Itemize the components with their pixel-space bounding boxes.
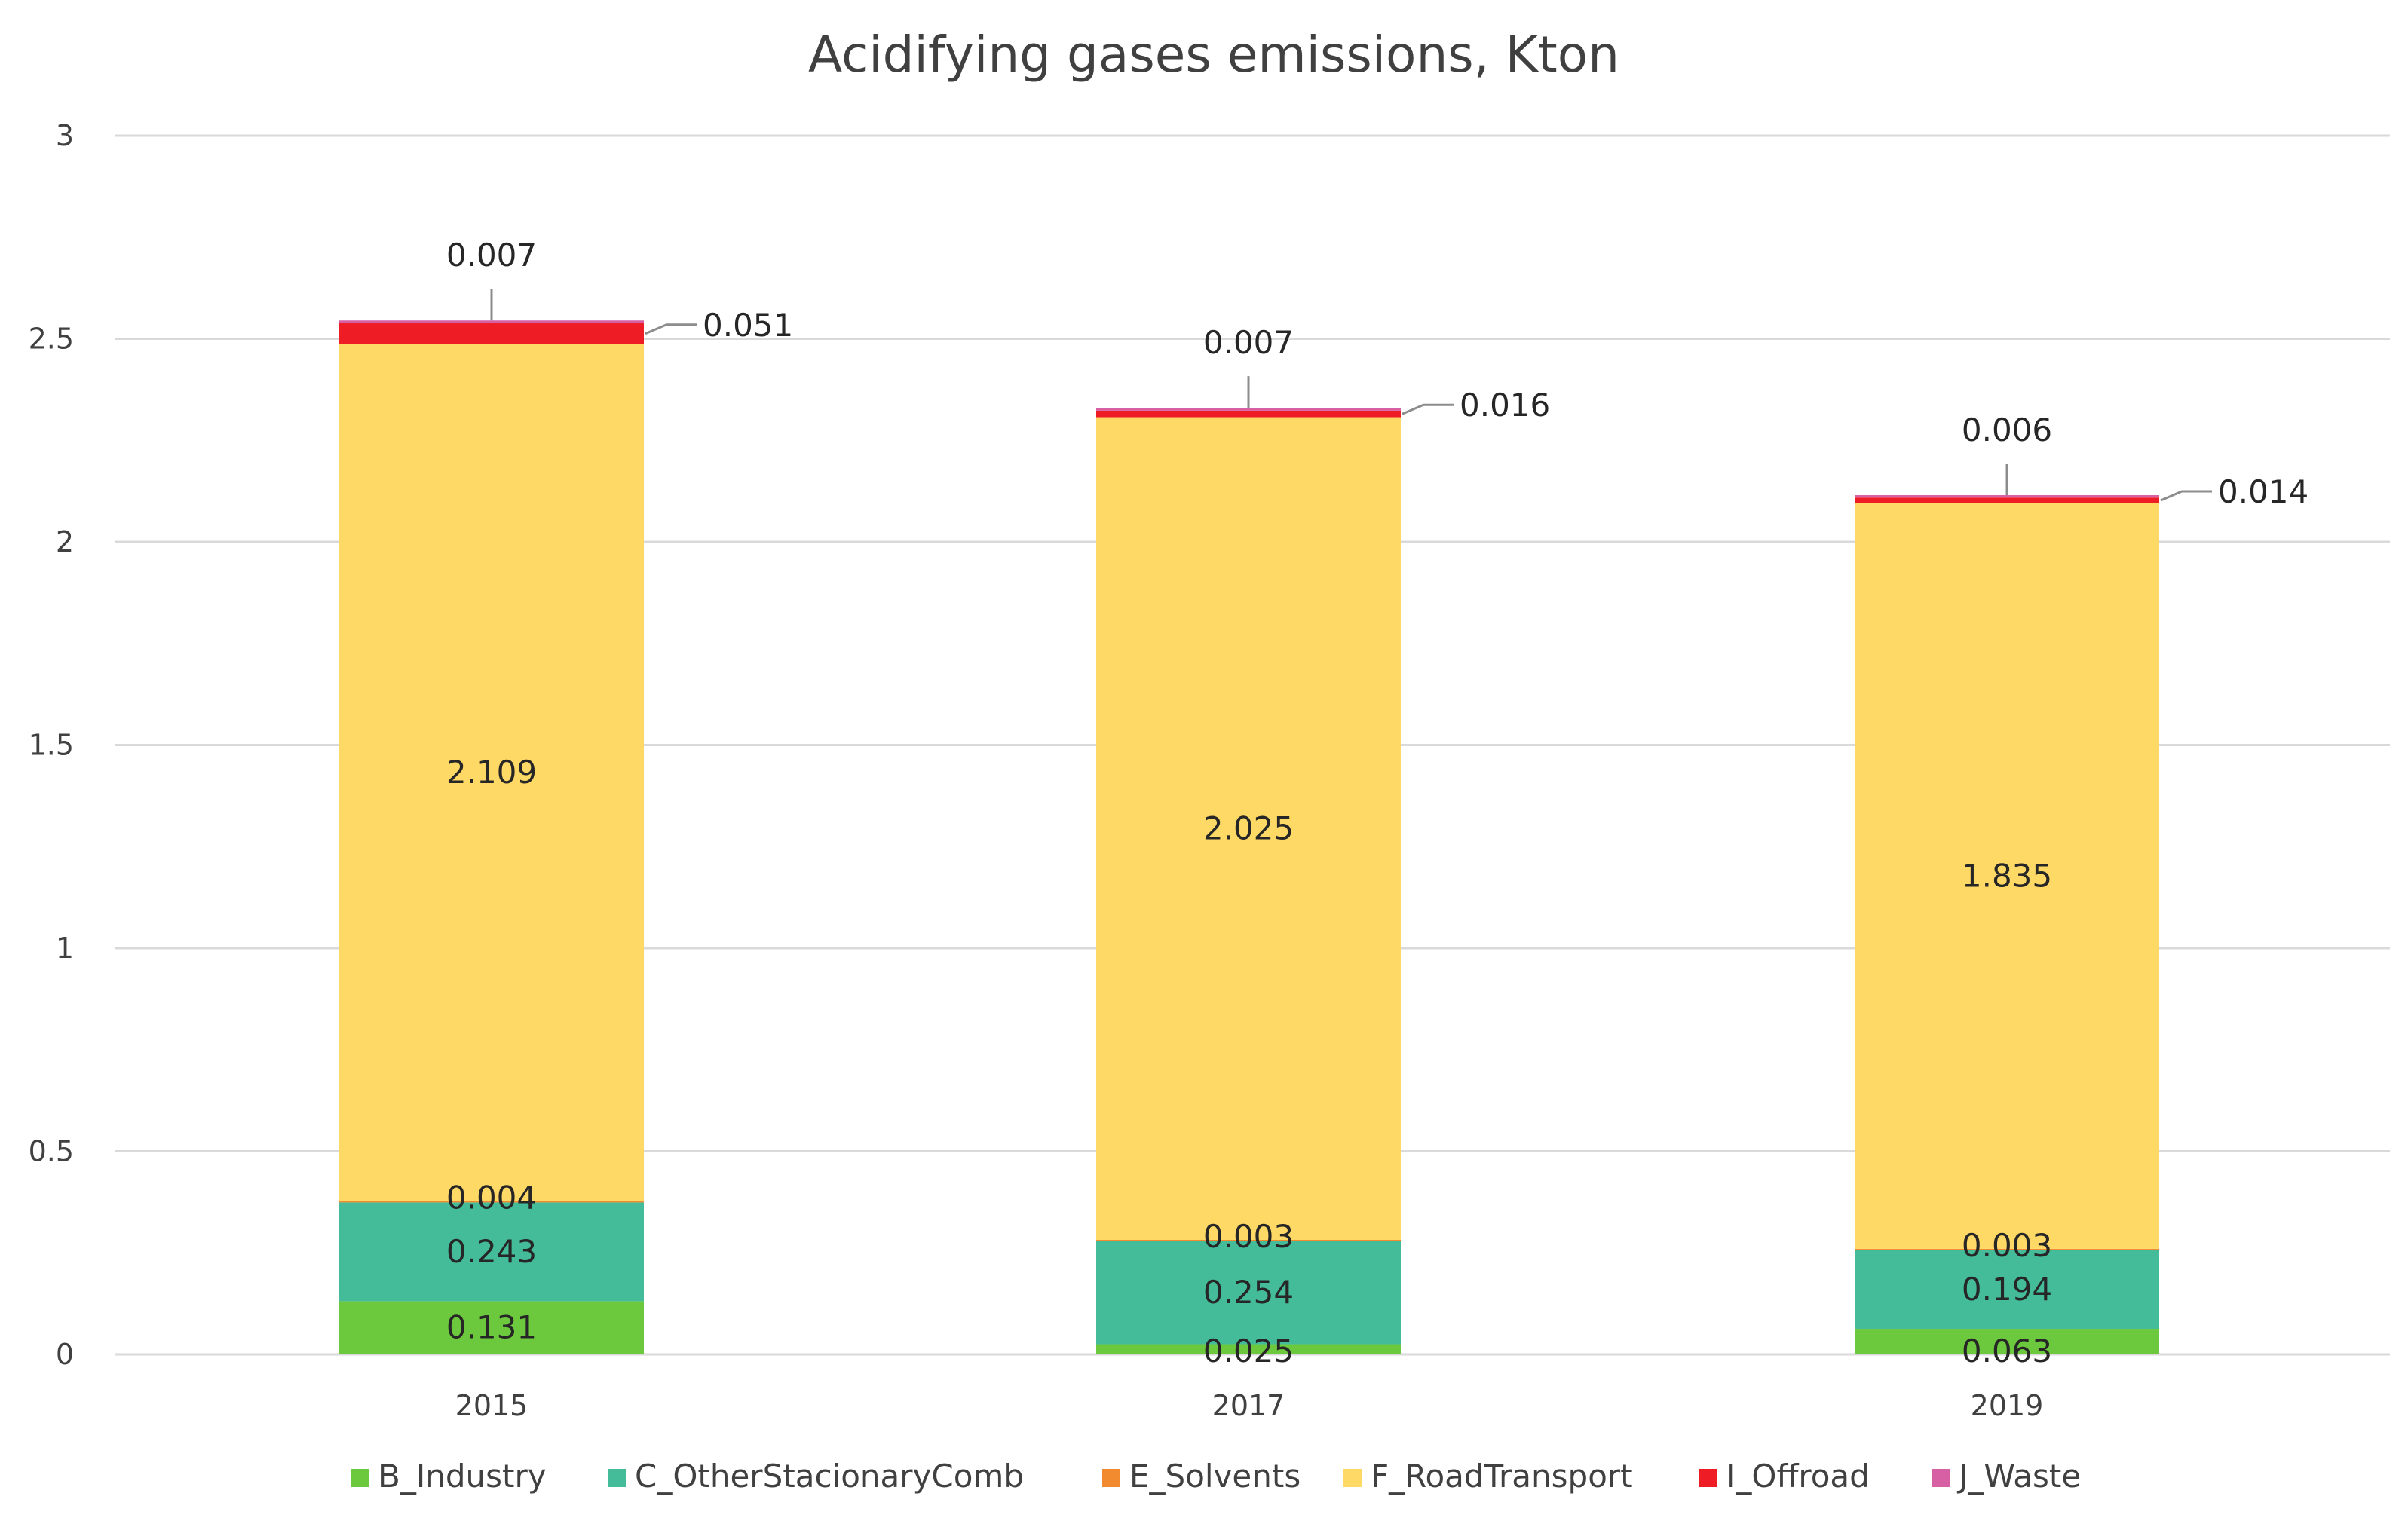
data-label: 1.835 [1962,857,2052,894]
legend-swatch [351,1469,369,1487]
bar-segment-j-waste-2017 [1096,408,1401,411]
leader-line [2160,490,2212,502]
data-label: 0.004 [446,1179,537,1216]
bar-segment-e-solvents-2017 [1096,1240,1401,1241]
bar-segment-e-solvents-2019 [1855,1248,2159,1250]
legend-item-j-waste: J_Waste [1932,1458,2081,1495]
y-tick-label: 2 [56,525,74,558]
bar-segment-f-roadtransport-2015 [339,344,644,1201]
bar-segment-c-otherstacionarycomb-2017 [1096,1241,1401,1345]
data-label: 0.025 [1203,1333,1294,1369]
legend-label: I_Offroad [1726,1458,1870,1495]
legend-swatch [1102,1469,1120,1487]
legend-item-i-offroad: I_Offroad [1699,1458,1870,1495]
x-axis-ticks: 2015 2017 2019 [455,1389,2044,1422]
legend-swatch [1699,1469,1717,1487]
x-tick-label: 2019 [1971,1389,2044,1422]
data-label: 0.243 [446,1233,537,1270]
data-labels: 0.131 0.243 0.004 2.109 0.051 0.007 0.025 0.254… [446,237,2308,1369]
bar-segment-b-industry-2019 [1855,1329,2159,1354]
data-label: 0.014 [2218,473,2308,510]
leader-line [1402,403,1454,415]
y-tick-label: 0.5 [29,1135,74,1168]
x-tick-label: 2017 [1212,1389,1285,1422]
chart-title: Acidifying gases emissions, Kton [808,26,1619,84]
x-tick-label: 2015 [455,1389,528,1422]
data-label: 0.051 [703,307,793,344]
data-label: 2.109 [446,754,537,791]
data-label: 2.025 [1203,809,1294,846]
data-label: 0.254 [1203,1274,1294,1311]
bar-segment-f-roadtransport-2019 [1855,503,2159,1249]
legend-label: F_RoadTransport [1371,1458,1633,1495]
data-label: 0.063 [1962,1333,2052,1369]
bar-segment-f-roadtransport-2017 [1096,417,1401,1241]
y-tick-label: 1 [56,932,74,965]
data-label: 0.003 [1962,1227,2052,1264]
y-tick-label: 2.5 [29,323,74,356]
leader-line [645,323,697,335]
data-label: 0.003 [1203,1218,1294,1255]
data-label: 0.194 [1962,1271,2052,1308]
bar-segment-b-industry-2017 [1096,1344,1401,1354]
y-tick-label: 3 [56,119,74,152]
data-label: 0.131 [446,1309,537,1346]
bar-segment-i-offroad-2019 [1855,497,2159,503]
legend-label: B_Industry [378,1458,547,1495]
data-label: 0.016 [1460,387,1550,424]
bar-segment-j-waste-2015 [339,320,644,324]
data-label: 0.007 [446,237,537,274]
legend-label: C_OtherStacionaryComb [635,1458,1024,1495]
legend-item-e-solvents: E_Solvents [1102,1458,1301,1495]
bars [339,320,2159,1354]
legend-item-b-industry: B_Industry [351,1458,547,1495]
leader-lines [490,289,2212,502]
legend-swatch [1343,1469,1362,1487]
bar-segment-c-otherstacionarycomb-2019 [1855,1250,2159,1330]
legend: B_Industry C_OtherStacionaryComb E_Solvent… [351,1458,2081,1495]
y-tick-label: 0 [56,1338,74,1371]
data-label: 0.007 [1203,324,1294,361]
legend-label: J_Waste [1956,1458,2081,1495]
bar-segment-c-otherstacionarycomb-2015 [339,1202,644,1302]
bar-segment-j-waste-2019 [1855,495,2159,498]
data-label: 0.006 [1962,412,2052,448]
y-axis-ticks: 0 0.5 1 1.5 2 2.5 3 [29,119,74,1371]
bar-segment-i-offroad-2015 [339,323,644,344]
legend-item-c-otherstacionarycomb: C_OtherStacionaryComb [608,1458,1024,1495]
legend-swatch [1932,1469,1950,1487]
legend-swatch [608,1469,626,1487]
bar-segment-b-industry-2015 [339,1301,644,1354]
bar-segment-e-solvents-2015 [339,1201,644,1203]
legend-label: E_Solvents [1129,1458,1301,1495]
legend-item-f-roadtransport: F_RoadTransport [1343,1458,1633,1495]
y-tick-label: 1.5 [29,729,74,762]
bar-segment-i-offroad-2017 [1096,410,1401,418]
